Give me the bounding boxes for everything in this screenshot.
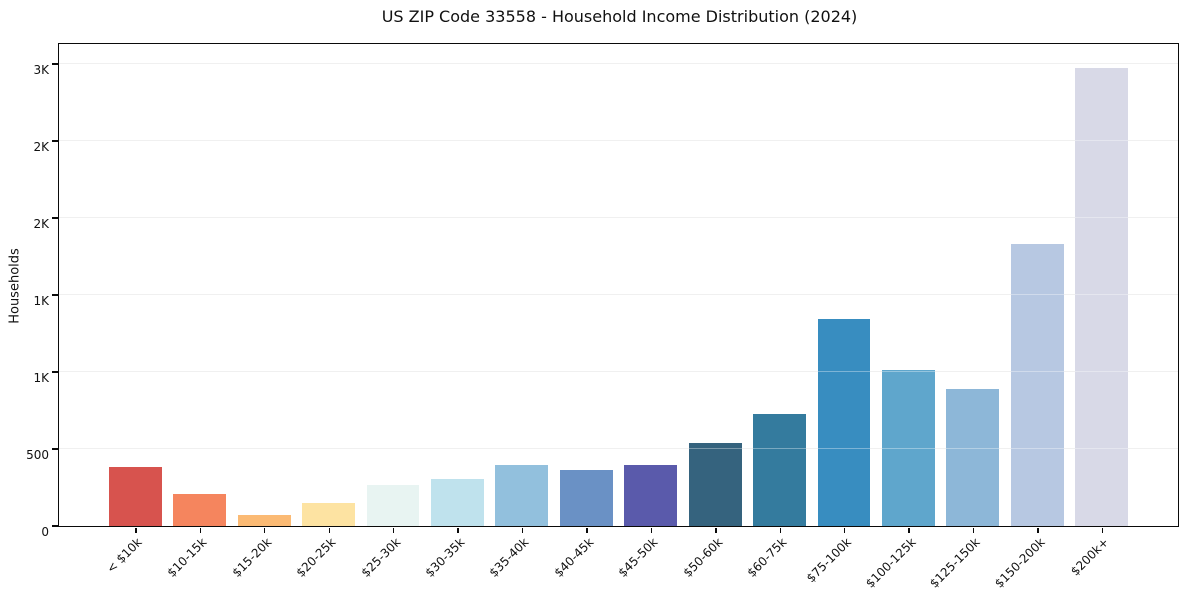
x-tick-label: $30-35k — [422, 535, 468, 580]
bar-200k+ — [1075, 67, 1129, 526]
x-tick-mark — [972, 527, 975, 533]
y-tick-label: 0 — [41, 525, 49, 539]
x-tick-mark — [457, 527, 459, 533]
plot-area: 0 500 1K 1K 2K 2K 3K < $10k $10-15k $15-20k $20-25… — [26, 43, 1179, 590]
y-tick-label: 1K — [33, 294, 49, 309]
bar-35-40k — [495, 465, 549, 526]
gridline — [59, 448, 1178, 450]
x-tick-label: $25-30k — [358, 535, 403, 580]
bars-layer: < $10k $10-15k $15-20k $20-25k $25-30k $30-35… — [59, 44, 1178, 590]
x-tick-label: $15-20k — [229, 535, 274, 580]
y-tick-label: 2K — [33, 217, 49, 232]
x-tick-mark — [392, 527, 395, 533]
gridline — [59, 371, 1178, 373]
bar-20-25k — [302, 502, 355, 526]
bar-slot: $10-15k — [165, 44, 231, 580]
y-tick-label: 500 — [26, 448, 49, 463]
bar-slot: $20-25k — [294, 44, 360, 580]
gridline — [59, 140, 1178, 142]
bar-50-60k — [688, 443, 742, 526]
bar-slot: $15-20k — [229, 44, 296, 580]
plot-inner: 0 500 1K 1K 2K 2K 3K < $10k $10-15k $15-20k $20-25… — [26, 44, 1178, 590]
x-tick-label: $45-50k — [615, 535, 661, 580]
y-tick-mark — [52, 525, 58, 527]
gridline-overlay — [59, 371, 1178, 373]
bar-125-150k — [946, 389, 1000, 526]
bar-slot: $125-150k — [927, 44, 1005, 590]
bar-150-200k — [1010, 244, 1064, 526]
gridline — [59, 294, 1178, 296]
bar-75-100k — [817, 318, 871, 526]
bar-60-75k — [753, 414, 806, 526]
bar-15-20k — [237, 514, 291, 526]
bar-slot: < $10k — [103, 44, 167, 576]
x-tick-label: $20-25k — [293, 535, 339, 580]
bar-slot: $40-45k — [551, 44, 618, 580]
y-axis-label: Households — [7, 248, 23, 324]
x-tick-mark — [199, 527, 202, 533]
bar-10-15k — [173, 494, 227, 526]
bar-slot: $35-40k — [487, 44, 554, 580]
gridline-overlay — [59, 448, 1178, 450]
x-tick-mark — [264, 527, 266, 533]
x-tick-mark — [715, 527, 717, 533]
x-tick-label: $50-60k — [680, 535, 726, 580]
bar-slot: $75-100k — [804, 44, 876, 585]
bar-100-125k — [882, 370, 935, 526]
chart-title: US ZIP Code 33558 - Household Income Dis… — [381, 7, 858, 26]
bar-40-45k — [559, 470, 613, 526]
y-tick-mark — [52, 140, 58, 142]
x-tick-mark — [1037, 527, 1039, 533]
x-tick-label: $40-45k — [551, 535, 597, 580]
y-tick-mark — [52, 448, 58, 450]
bar-slot: $30-35k — [422, 44, 489, 580]
x-tick-label: $125-150k — [927, 535, 983, 590]
y-tick-label: 2K — [33, 140, 49, 155]
bar-slot: $25-30k — [358, 44, 425, 580]
gridline-overlay — [59, 294, 1178, 296]
bar-slot: $150-200k — [992, 44, 1069, 590]
bar-45-50k — [624, 465, 678, 526]
bar-slot: $50-60k — [680, 44, 747, 580]
x-tick-label: $75-100k — [803, 535, 854, 586]
bar-10k — [108, 467, 162, 526]
bar-slot: $45-50k — [616, 44, 683, 580]
y-tick-label: 3K — [33, 63, 49, 78]
y-tick-mark — [52, 371, 58, 373]
x-tick-label: $60-75k — [744, 535, 790, 580]
gridline — [59, 217, 1178, 219]
x-tick-label: $200k+ — [1068, 535, 1112, 579]
x-tick-mark — [328, 527, 330, 533]
x-tick-label: $10-15k — [164, 535, 210, 580]
bar-slot: $200k+ — [1068, 44, 1134, 579]
gridline-overlay — [59, 217, 1178, 219]
gridline-overlay — [59, 63, 1178, 65]
x-tick-label: < $10k — [104, 535, 146, 576]
x-tick-mark — [586, 527, 588, 533]
bar-25-30k — [366, 485, 420, 526]
x-tick-mark — [521, 527, 524, 533]
bar-slot: $60-75k — [745, 44, 811, 580]
x-tick-label: $150-200k — [991, 535, 1048, 590]
x-tick-mark — [1101, 527, 1104, 533]
x-tick-mark — [650, 527, 653, 533]
bar-slot: $100-125k — [863, 44, 940, 590]
bar-30-35k — [430, 479, 484, 526]
x-tick-label: $100-125k — [862, 535, 919, 590]
y-tick-mark — [52, 63, 58, 65]
y-tick-mark — [52, 217, 58, 219]
y-tick-mark — [52, 294, 58, 296]
x-tick-label: $35-40k — [486, 535, 532, 580]
x-tick-mark — [844, 527, 846, 533]
x-tick-mark — [135, 527, 137, 533]
y-tick-label: 1K — [33, 371, 49, 386]
x-tick-mark — [908, 527, 910, 533]
gridline-overlay — [59, 140, 1178, 142]
gridline — [59, 63, 1178, 65]
x-tick-mark — [779, 527, 781, 533]
